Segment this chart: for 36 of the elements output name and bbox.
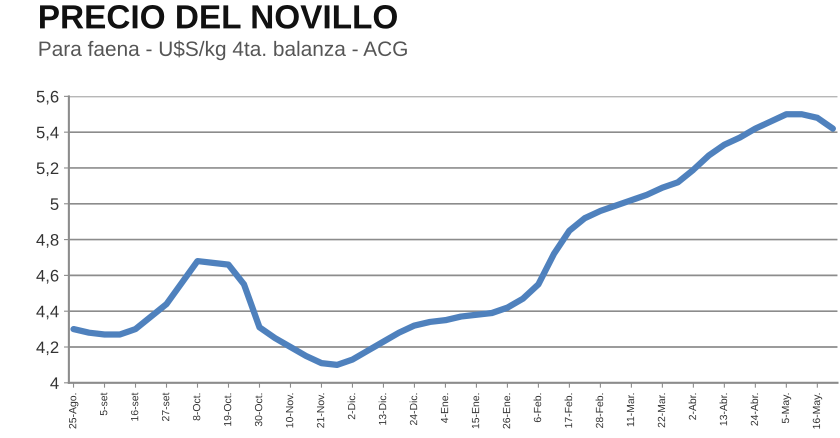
x-tick-label: 26-Ene. <box>502 393 510 428</box>
y-tick-label: 4,6 <box>36 270 58 284</box>
x-tick-label: 17-Feb. <box>564 393 572 428</box>
x-tick-label: 21-Nov. <box>316 393 324 428</box>
x-tick-label: 13-Dic. <box>378 393 386 425</box>
y-tick-label: 5,6 <box>36 90 58 105</box>
y-tick-label: 4,4 <box>36 306 59 320</box>
chart-subtitle: Para faena - U$S/kg 4ta. balanza - ACG <box>40 40 407 60</box>
x-tick-label: 5-May. <box>782 393 792 424</box>
x-tick-label: 11-Mar. <box>626 393 634 426</box>
x-tick-label: 25-Ago. <box>68 393 78 428</box>
chart-title: PRECIO DEL NOVILLO <box>40 5 397 29</box>
x-tick-label: 15-Ene. <box>472 393 480 428</box>
x-tick-label: 24-Abr. <box>750 393 758 426</box>
y-tick-label: 5 <box>50 198 58 210</box>
x-tick-label: 22-Mar. <box>658 393 666 428</box>
y-tick-label: 5,2 <box>36 162 58 176</box>
y-tick-label: 4,2 <box>36 341 58 356</box>
x-tick-label: 30-Oct. <box>254 393 262 426</box>
y-tick-label: 4,8 <box>36 234 58 248</box>
x-tick-label: 8-Oct. <box>192 393 200 420</box>
x-tick-label: 2-Dic. <box>348 393 356 420</box>
x-tick-label: 4-Ene. <box>440 393 448 423</box>
x-tick-label: 28-Feb. <box>596 393 604 428</box>
x-tick-label: 27-set <box>162 392 170 421</box>
y-tick-label: 5,4 <box>36 126 59 140</box>
x-tick-label: 10-Nov. <box>286 393 294 428</box>
x-tick-label: 6-Feb. <box>534 393 542 422</box>
y-tick-label: 4 <box>50 377 59 389</box>
x-tick-label: 24-Dic. <box>410 393 418 426</box>
x-tick-label: 2-Abr. <box>688 393 696 420</box>
x-tick-label: 16-May. <box>812 393 822 429</box>
x-tick-label: 16-set <box>130 392 138 421</box>
x-tick-label: 19-Oct. <box>224 393 232 426</box>
x-tick-label: 13-Abr. <box>720 393 728 426</box>
x-tick-label: 5-set <box>100 392 108 416</box>
